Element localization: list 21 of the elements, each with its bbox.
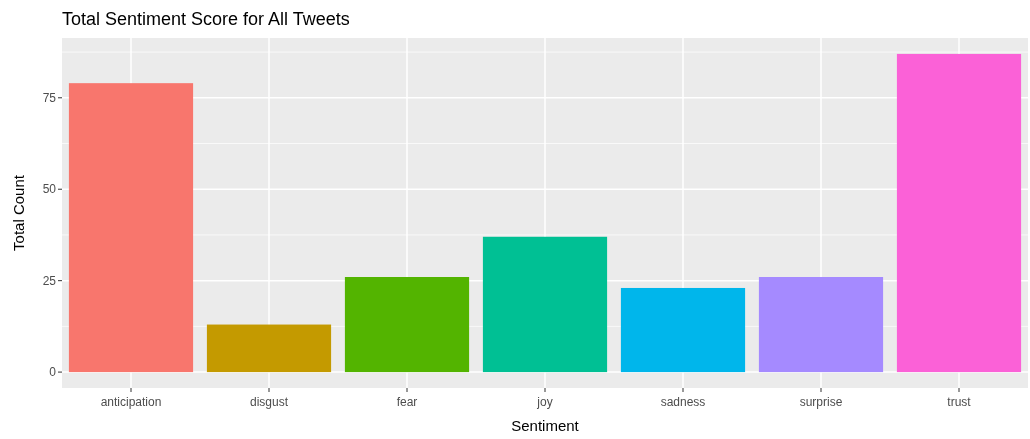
bar [896, 53, 1022, 373]
bar [620, 287, 746, 373]
y-tick-label: 25 [42, 273, 57, 288]
x-tick-label: sadness [660, 395, 706, 409]
bar [206, 324, 332, 373]
x-tick-label: joy [536, 395, 553, 409]
x-tick-label: fear [396, 395, 418, 409]
bar [758, 277, 884, 373]
x-tick-label: anticipation [100, 395, 162, 409]
bar [482, 236, 608, 373]
x-tick-label: disgust [249, 395, 289, 409]
y-tick-label: 75 [42, 91, 57, 105]
bar [344, 277, 470, 373]
y-tick-label: 50 [42, 182, 57, 197]
y-tick-label: 0 [49, 365, 57, 380]
x-axis-title: Sentiment [511, 417, 580, 434]
y-axis-title: Total Count [10, 174, 27, 251]
x-tick-label: surprise [799, 395, 843, 409]
chart-title: Total Sentiment Score for All Tweets [62, 9, 350, 29]
bar [68, 83, 194, 373]
x-tick-label: trust [947, 395, 972, 409]
